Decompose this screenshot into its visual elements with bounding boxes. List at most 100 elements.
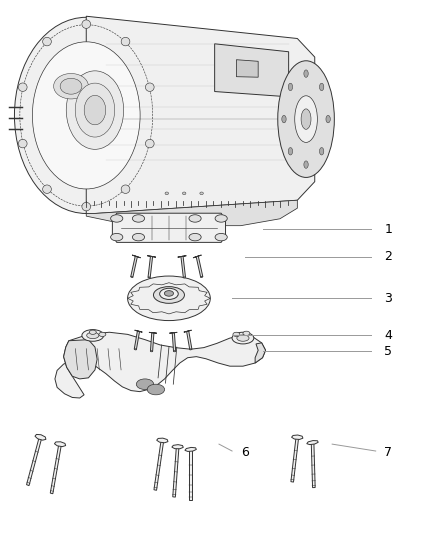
Ellipse shape	[127, 276, 210, 320]
Polygon shape	[134, 330, 142, 332]
Polygon shape	[185, 447, 196, 451]
Ellipse shape	[326, 115, 330, 123]
Polygon shape	[132, 255, 141, 258]
Ellipse shape	[132, 215, 145, 222]
Ellipse shape	[201, 276, 203, 278]
Polygon shape	[184, 330, 191, 332]
Polygon shape	[187, 331, 192, 350]
Ellipse shape	[164, 290, 173, 296]
Polygon shape	[148, 256, 152, 278]
Ellipse shape	[89, 330, 96, 334]
Polygon shape	[150, 333, 154, 351]
Text: 4: 4	[385, 329, 392, 342]
Polygon shape	[292, 435, 303, 439]
Ellipse shape	[215, 233, 227, 241]
Polygon shape	[311, 442, 315, 488]
Ellipse shape	[232, 332, 254, 344]
Ellipse shape	[136, 379, 154, 390]
Polygon shape	[172, 445, 183, 449]
Ellipse shape	[60, 78, 82, 94]
Polygon shape	[147, 256, 156, 257]
Ellipse shape	[75, 83, 115, 137]
Ellipse shape	[153, 287, 184, 303]
Ellipse shape	[200, 192, 203, 195]
Ellipse shape	[173, 351, 176, 352]
Ellipse shape	[66, 71, 124, 149]
Ellipse shape	[278, 61, 334, 177]
Ellipse shape	[14, 17, 158, 214]
Ellipse shape	[53, 74, 88, 99]
Ellipse shape	[131, 276, 133, 278]
Ellipse shape	[282, 115, 286, 123]
Text: 3: 3	[385, 292, 392, 305]
Text: 5: 5	[385, 345, 392, 358]
Polygon shape	[189, 449, 192, 500]
Ellipse shape	[82, 20, 91, 28]
Ellipse shape	[288, 83, 293, 91]
Polygon shape	[113, 213, 226, 243]
Ellipse shape	[190, 349, 192, 350]
Polygon shape	[64, 340, 97, 379]
Ellipse shape	[42, 37, 51, 46]
Ellipse shape	[183, 192, 186, 195]
Polygon shape	[237, 60, 258, 77]
Ellipse shape	[121, 185, 130, 193]
Polygon shape	[181, 256, 186, 278]
Polygon shape	[178, 256, 186, 257]
Text: 2: 2	[385, 251, 392, 263]
Ellipse shape	[295, 96, 318, 142]
Polygon shape	[193, 255, 201, 258]
Text: 6: 6	[241, 446, 249, 458]
Ellipse shape	[165, 192, 169, 195]
Ellipse shape	[99, 332, 106, 336]
Ellipse shape	[319, 83, 324, 91]
Ellipse shape	[288, 148, 293, 155]
Ellipse shape	[145, 139, 154, 148]
Ellipse shape	[243, 331, 250, 335]
Polygon shape	[255, 343, 265, 363]
Ellipse shape	[189, 215, 201, 222]
Ellipse shape	[18, 139, 27, 148]
Polygon shape	[173, 447, 179, 497]
Text: 1: 1	[385, 223, 392, 236]
Ellipse shape	[215, 215, 227, 222]
Polygon shape	[157, 438, 168, 443]
Text: 7: 7	[385, 446, 392, 458]
Polygon shape	[35, 434, 46, 440]
Ellipse shape	[148, 277, 150, 278]
Polygon shape	[154, 440, 164, 490]
Polygon shape	[134, 331, 140, 350]
Polygon shape	[196, 256, 203, 277]
Ellipse shape	[111, 215, 123, 222]
Polygon shape	[131, 256, 138, 277]
Ellipse shape	[42, 185, 51, 193]
Polygon shape	[54, 442, 66, 447]
Ellipse shape	[82, 203, 91, 211]
Ellipse shape	[87, 332, 99, 338]
Polygon shape	[291, 437, 299, 482]
Ellipse shape	[18, 83, 27, 92]
Polygon shape	[86, 200, 297, 225]
Ellipse shape	[111, 233, 123, 241]
Ellipse shape	[145, 83, 154, 92]
Ellipse shape	[237, 335, 249, 341]
Ellipse shape	[84, 95, 106, 125]
Ellipse shape	[121, 37, 130, 46]
Ellipse shape	[147, 384, 165, 395]
Polygon shape	[307, 441, 318, 445]
Ellipse shape	[150, 351, 152, 352]
Polygon shape	[215, 44, 289, 97]
Polygon shape	[27, 437, 42, 486]
Ellipse shape	[319, 148, 324, 155]
Ellipse shape	[233, 332, 240, 336]
Polygon shape	[86, 16, 315, 214]
Ellipse shape	[301, 109, 311, 130]
Ellipse shape	[304, 161, 308, 168]
Ellipse shape	[32, 42, 140, 189]
Polygon shape	[50, 444, 61, 494]
Polygon shape	[127, 282, 210, 314]
Ellipse shape	[304, 70, 308, 77]
Ellipse shape	[132, 233, 145, 241]
Ellipse shape	[189, 233, 201, 241]
Polygon shape	[172, 333, 176, 351]
